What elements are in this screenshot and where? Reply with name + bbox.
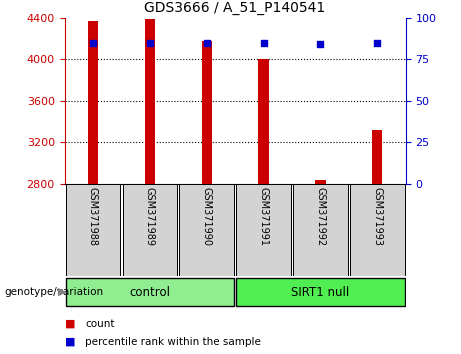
Point	[260, 40, 267, 46]
Bar	[145, 19, 155, 184]
Text: GSM371992: GSM371992	[315, 187, 325, 246]
Point	[203, 40, 210, 46]
Bar	[65, 278, 234, 306]
Text: ■: ■	[65, 337, 75, 347]
Text: SIRT1 null: SIRT1 null	[291, 286, 349, 298]
Title: GDS3666 / A_51_P140541: GDS3666 / A_51_P140541	[144, 1, 326, 15]
Point	[146, 40, 154, 46]
Text: ■: ■	[65, 319, 75, 329]
Text: control: control	[130, 286, 170, 298]
Text: GSM371990: GSM371990	[201, 187, 212, 246]
Point	[317, 41, 324, 47]
Bar	[88, 21, 98, 184]
Bar	[123, 184, 177, 276]
Point	[373, 40, 381, 46]
Text: percentile rank within the sample: percentile rank within the sample	[85, 337, 261, 347]
Bar	[350, 184, 405, 276]
Bar	[65, 184, 120, 276]
Text: GSM371988: GSM371988	[88, 187, 98, 246]
Bar	[236, 278, 405, 306]
Text: GSM371989: GSM371989	[145, 187, 155, 246]
Bar	[293, 184, 348, 276]
Bar	[372, 130, 382, 184]
Point	[89, 40, 97, 46]
Bar	[315, 180, 325, 184]
Text: genotype/variation: genotype/variation	[5, 287, 104, 297]
Bar	[179, 184, 234, 276]
Bar	[201, 41, 212, 184]
Text: GSM371993: GSM371993	[372, 187, 382, 246]
Text: ▶: ▶	[58, 287, 66, 297]
Text: count: count	[85, 319, 115, 329]
Text: GSM371991: GSM371991	[259, 187, 269, 246]
Bar	[259, 59, 269, 184]
Bar	[236, 184, 291, 276]
